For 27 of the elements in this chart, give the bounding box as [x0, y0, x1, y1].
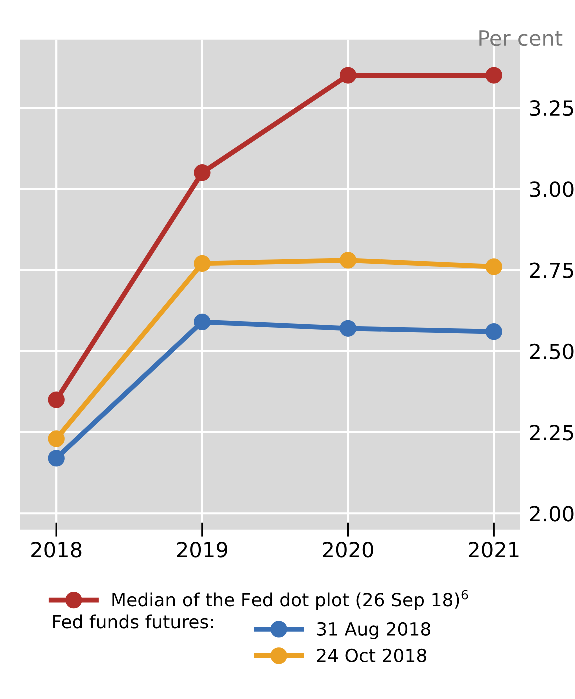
x-tick-label: 2020 [323, 542, 374, 558]
point [486, 258, 502, 276]
y-tick-label: 3.25 [530, 100, 574, 116]
point [340, 320, 357, 337]
y-tick-label: 2.00 [530, 506, 574, 522]
y-axis-title: Per cent [480, 30, 563, 46]
point [340, 252, 357, 269]
point [48, 392, 65, 408]
legend-label: 31 Aug 2018 [317, 622, 430, 640]
point [48, 430, 65, 448]
point [486, 324, 502, 340]
x-tick-label: 2018 [32, 542, 82, 558]
point [48, 450, 65, 467]
y-tick-label: 2.50 [530, 344, 574, 360]
point [486, 67, 502, 84]
y-tick-label: 2.75 [530, 262, 574, 278]
point [194, 164, 211, 182]
y-tick-label: 2.25 [530, 424, 574, 441]
x-tick-label: 2019 [177, 542, 228, 558]
legend-label: Median of the Fed dot plot (26 Sep 18)$^{6}$ [112, 590, 468, 610]
point [340, 67, 357, 84]
point [194, 314, 211, 330]
y-tick-label: 3.00 [530, 182, 574, 198]
x-tick-label: 2021 [469, 542, 519, 558]
legend-label: 24 Oct 2018 [317, 648, 426, 663]
legend-title: Fed funds futures: [54, 614, 214, 629]
point [194, 255, 211, 272]
